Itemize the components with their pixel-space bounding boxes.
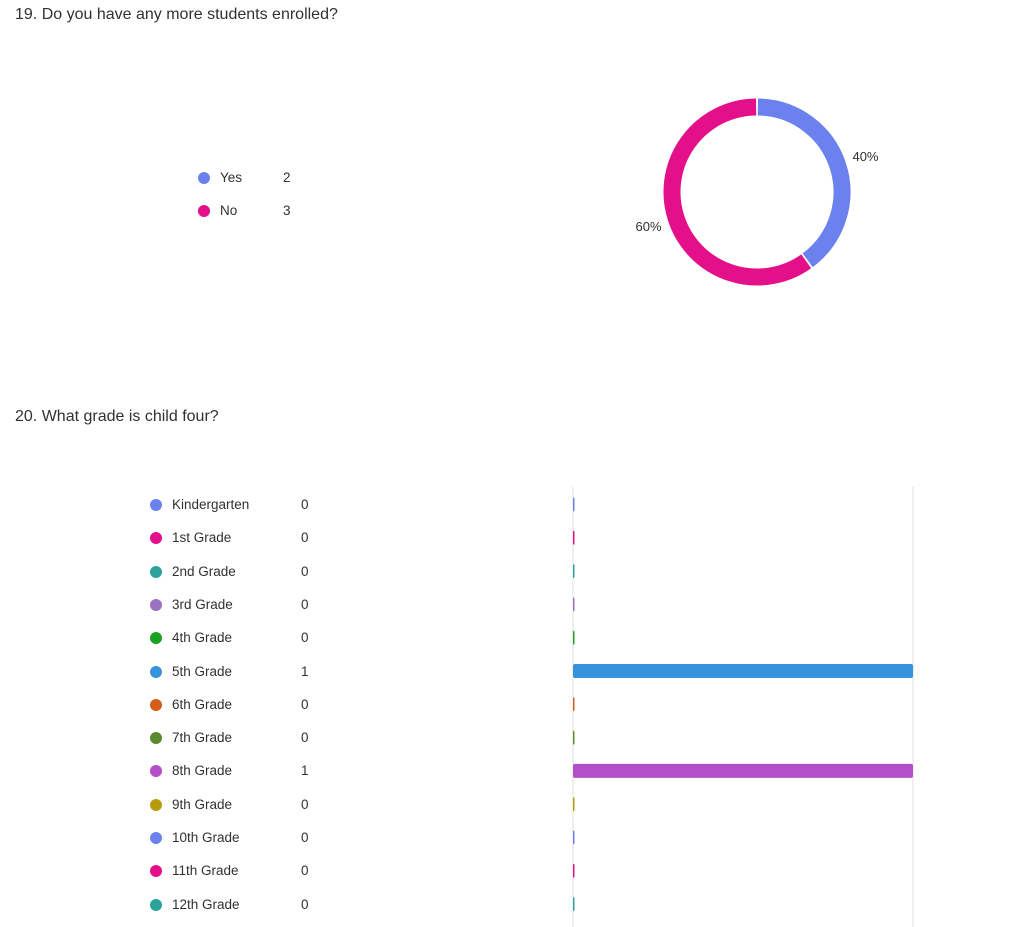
legend-count: 0 — [301, 730, 309, 746]
legend-label: 2nd Grade — [172, 563, 236, 579]
legend-swatch — [150, 898, 162, 911]
legend-label: 12th Grade — [172, 896, 240, 912]
donut-slice-no — [663, 98, 812, 286]
legend-count: 2 — [283, 170, 291, 185]
legend-label: 9th Grade — [172, 796, 233, 812]
legend-label: 8th Grade — [172, 763, 233, 779]
legend-swatch — [150, 765, 162, 778]
bar-4th-grade — [573, 630, 575, 645]
legend-swatch — [198, 172, 210, 184]
legend-swatch — [150, 698, 162, 711]
bar-9th-grade — [573, 797, 575, 812]
legend-swatch — [150, 665, 162, 678]
bar-12th-grade — [573, 897, 575, 912]
legend-label: Kindergarten — [172, 497, 250, 512]
legend-count: 0 — [301, 596, 309, 612]
legend-count: 3 — [283, 203, 291, 218]
legend-label: 6th Grade — [172, 696, 233, 712]
legend-count: 0 — [301, 497, 309, 512]
legend-swatch — [150, 499, 162, 511]
q20-bar-chart — [572, 487, 914, 927]
bar-kindergarten — [573, 497, 575, 512]
q20-legend: Kindergarten 0 1st Grade 0 2nd Grade 0 3rd Gra… — [150, 496, 350, 916]
legend-label: No — [220, 203, 238, 218]
question-19-title: 19. Do you have any more students enroll… — [15, 6, 338, 23]
legend-count: 0 — [301, 796, 309, 812]
legend-label: 3rd Grade — [172, 596, 233, 612]
legend-swatch — [198, 205, 210, 217]
legend-swatch — [150, 565, 162, 578]
legend-label: 10th Grade — [172, 830, 240, 845]
legend-label: 5th Grade — [172, 663, 233, 679]
question-20-title: 20. What grade is child four? — [15, 408, 219, 425]
bar-7th-grade — [573, 730, 575, 745]
bar-8th-grade — [573, 763, 913, 778]
donut-percent-label: 40% — [852, 149, 878, 164]
legend-swatch — [150, 865, 162, 878]
bar-11th-grade — [573, 863, 575, 878]
bar-6th-grade — [573, 697, 575, 712]
legend-label: 4th Grade — [172, 630, 233, 646]
legend-count: 0 — [301, 696, 309, 712]
donut-percent-label: 60% — [635, 219, 661, 234]
legend-count: 0 — [301, 863, 309, 879]
legend-label: 11th Grade — [172, 863, 239, 879]
legend-swatch — [150, 632, 162, 645]
bar-2nd-grade — [573, 564, 575, 579]
legend-count: 0 — [301, 830, 309, 845]
legend-swatch — [150, 832, 162, 844]
bar-10th-grade — [573, 830, 575, 845]
legend-count: 1 — [301, 763, 309, 779]
q19-donut-chart: 40% 60% — [635, 98, 879, 286]
legend-count: 0 — [301, 630, 309, 646]
legend-swatch — [150, 732, 162, 745]
legend-count: 0 — [301, 530, 309, 546]
legend-count: 0 — [301, 563, 309, 579]
legend-label: 7th Grade — [172, 730, 233, 746]
legend-swatch — [150, 798, 162, 811]
bar-5th-grade — [573, 664, 913, 678]
legend-count: 1 — [301, 663, 309, 679]
q19-legend: Yes 2 No 3 — [198, 169, 318, 229]
legend-swatch — [150, 598, 162, 611]
legend-swatch — [150, 532, 162, 545]
donut-slice-yes — [757, 98, 851, 268]
legend-label: 1st Grade — [172, 530, 232, 546]
legend-count: 0 — [301, 896, 309, 912]
legend-label: Yes — [220, 170, 243, 185]
bar-3rd-grade — [573, 597, 575, 612]
bar-1st-grade — [573, 530, 575, 545]
